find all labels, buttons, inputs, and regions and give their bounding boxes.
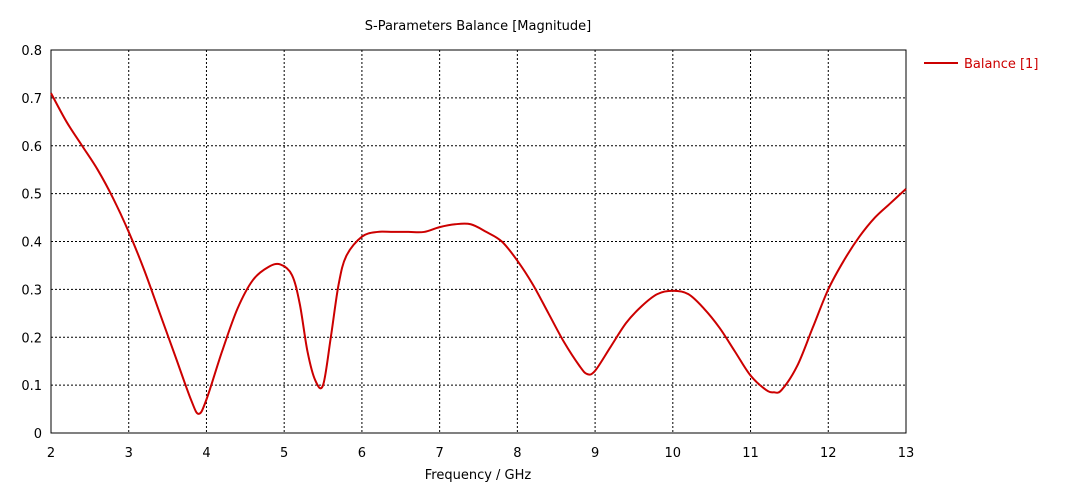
x-tick-label: 5 bbox=[280, 446, 288, 461]
x-tick-label: 6 bbox=[358, 446, 366, 461]
x-tick-label: 12 bbox=[820, 446, 837, 461]
y-tick-label: 0.8 bbox=[21, 44, 42, 59]
y-tick-label: 0.7 bbox=[21, 92, 42, 107]
x-tick-label: 2 bbox=[47, 446, 55, 461]
y-tick-label: 0.5 bbox=[21, 188, 42, 203]
y-tick-label: 0 bbox=[34, 427, 42, 442]
x-tick-label: 8 bbox=[513, 446, 521, 461]
y-tick-label: 0.3 bbox=[21, 283, 42, 298]
x-tick-label: 7 bbox=[435, 446, 443, 461]
x-axis-label: Frequency / GHz bbox=[425, 468, 532, 483]
x-tick-label: 11 bbox=[742, 446, 759, 461]
y-tick-label: 0.1 bbox=[21, 379, 42, 394]
x-tick-label: 4 bbox=[202, 446, 210, 461]
series-layer bbox=[50, 92, 907, 415]
tick-layer: 2 3 4 5 6 7 8 9 10 11 12 13 0 0.1 0.2 0.3 0.4 0.5 0.6 0.7 0.… bbox=[21, 44, 914, 461]
chart-title: S-Parameters Balance [Magnitude] bbox=[365, 19, 591, 34]
x-tick-label: 13 bbox=[898, 446, 915, 461]
plot-area-frame bbox=[50, 49, 907, 434]
legend-entry-balance-1: Balance [1] bbox=[964, 57, 1038, 72]
x-tick-label: 9 bbox=[591, 446, 599, 461]
legend: Balance [1] bbox=[924, 57, 1038, 72]
x-tick-label: 3 bbox=[125, 446, 133, 461]
grid-layer bbox=[51, 50, 906, 433]
series-line-balance-1 bbox=[50, 92, 907, 415]
y-tick-label: 0.4 bbox=[21, 236, 42, 251]
y-tick-label: 0.6 bbox=[21, 140, 42, 155]
y-tick-label: 0.2 bbox=[21, 331, 42, 346]
x-tick-label: 10 bbox=[665, 446, 682, 461]
